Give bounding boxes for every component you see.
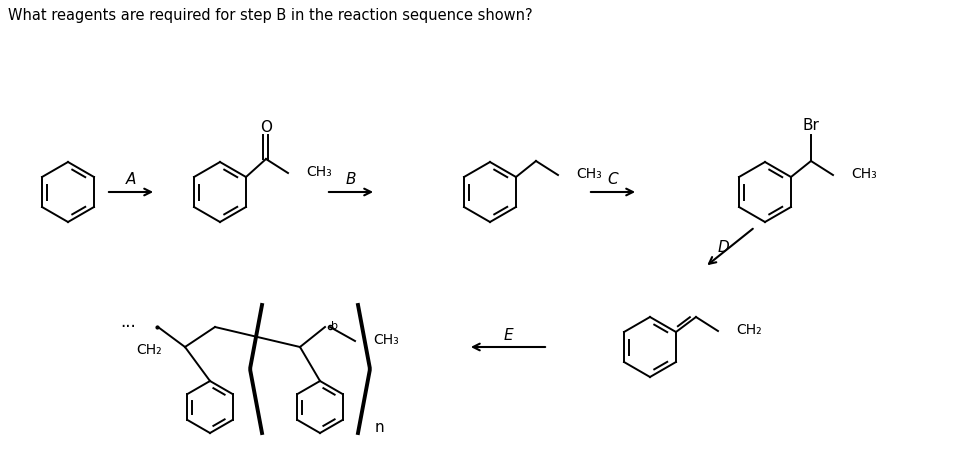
Text: CH₂: CH₂ (136, 343, 162, 357)
Text: A: A (126, 172, 136, 188)
Text: b: b (331, 321, 338, 331)
Text: B: B (346, 172, 357, 188)
Text: D: D (717, 239, 728, 255)
Text: CH₃: CH₃ (576, 167, 601, 181)
Text: CH₃: CH₃ (851, 167, 877, 181)
Text: What reagents are required for step B in the reaction sequence shown?: What reagents are required for step B in… (8, 8, 532, 23)
Text: C: C (608, 172, 619, 188)
Text: n: n (375, 420, 384, 436)
Text: CH₂: CH₂ (736, 323, 762, 337)
Text: E: E (503, 328, 512, 342)
Text: CH₃: CH₃ (373, 333, 399, 347)
Text: Br: Br (802, 117, 819, 133)
Text: ...: ... (120, 313, 136, 331)
Text: O: O (260, 120, 272, 134)
Text: CH₃: CH₃ (306, 165, 332, 179)
